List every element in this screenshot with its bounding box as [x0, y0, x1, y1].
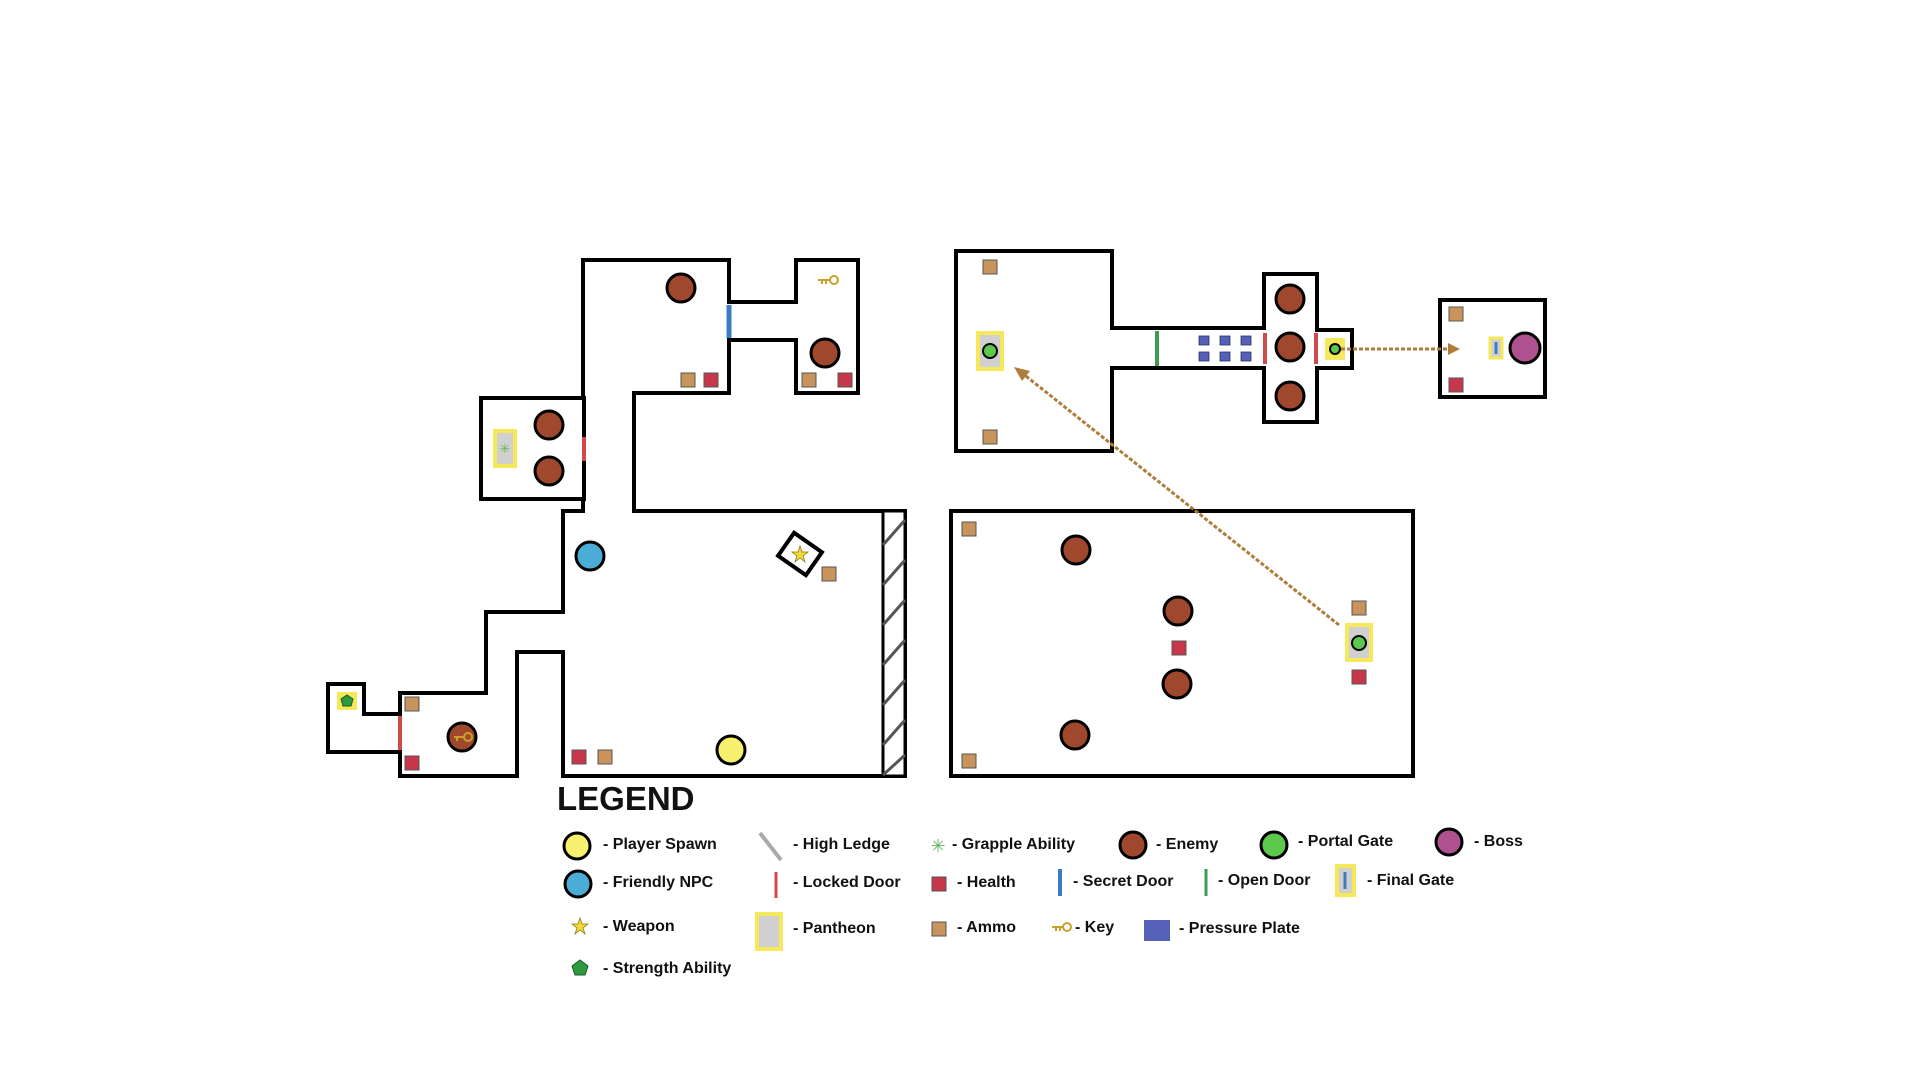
enemy	[1162, 595, 1194, 627]
high-ledge-icon	[758, 831, 783, 862]
strength-ability-icon	[340, 694, 354, 707]
pressure-plate-grid	[1198, 335, 1252, 362]
key-icon	[818, 275, 839, 285]
left-complex-wall	[398, 258, 907, 778]
weapon-icon	[790, 544, 810, 564]
friendly-npc-icon	[563, 869, 593, 899]
key-icon	[454, 732, 473, 742]
ammo-pickup	[961, 521, 977, 537]
health-pickup	[571, 749, 587, 765]
ammo-pickup	[1351, 600, 1367, 616]
weapon-icon	[570, 916, 590, 936]
friendly-npc	[574, 540, 606, 572]
health-pickup	[703, 372, 719, 388]
enemy	[1059, 719, 1091, 751]
ammo-pickup	[597, 749, 613, 765]
ammo-pickup	[404, 696, 420, 712]
boss	[1508, 331, 1542, 365]
enemy-icon	[1118, 830, 1148, 860]
portal-gate-icon	[1259, 830, 1289, 860]
pantheon-grapple	[493, 429, 517, 468]
health-pickup	[1171, 640, 1187, 656]
enemy	[1161, 668, 1193, 700]
player-spawn	[715, 734, 747, 766]
teleport-arrow-portal	[1021, 371, 1340, 627]
health-pickup	[1448, 377, 1464, 393]
enemy	[1274, 283, 1306, 315]
ammo-pickup	[680, 372, 696, 388]
strength-ability-icon	[571, 959, 589, 976]
player-spawn-icon	[562, 831, 592, 861]
pressure-plate-icon	[1144, 920, 1170, 941]
enemy	[1060, 534, 1092, 566]
portal-gate	[1329, 343, 1341, 355]
health-pickup	[404, 755, 420, 771]
health-pickup	[837, 372, 853, 388]
ammo-pickup	[801, 372, 817, 388]
enemy	[1274, 331, 1306, 363]
enemy	[533, 455, 565, 487]
health-icon	[931, 876, 947, 892]
enemy	[809, 337, 841, 369]
key-icon	[1052, 922, 1072, 932]
ammo-pickup	[982, 259, 998, 275]
grapple-ability-icon: ✳	[500, 442, 511, 457]
ammo-pickup	[1448, 306, 1464, 322]
enemy	[665, 272, 697, 304]
enemy	[1274, 380, 1306, 412]
ammo-pickup	[821, 566, 837, 582]
boss-icon	[1434, 827, 1464, 857]
ammo-icon	[931, 921, 947, 937]
grapple-ability-icon: ✳	[930, 836, 945, 857]
portal-gate	[1351, 635, 1367, 651]
pantheon-icon	[755, 912, 783, 951]
ammo-pickup	[961, 753, 977, 769]
portal-gate	[982, 343, 998, 359]
health-pickup	[1351, 669, 1367, 685]
ammo-pickup	[982, 429, 998, 445]
enemy	[533, 409, 565, 441]
